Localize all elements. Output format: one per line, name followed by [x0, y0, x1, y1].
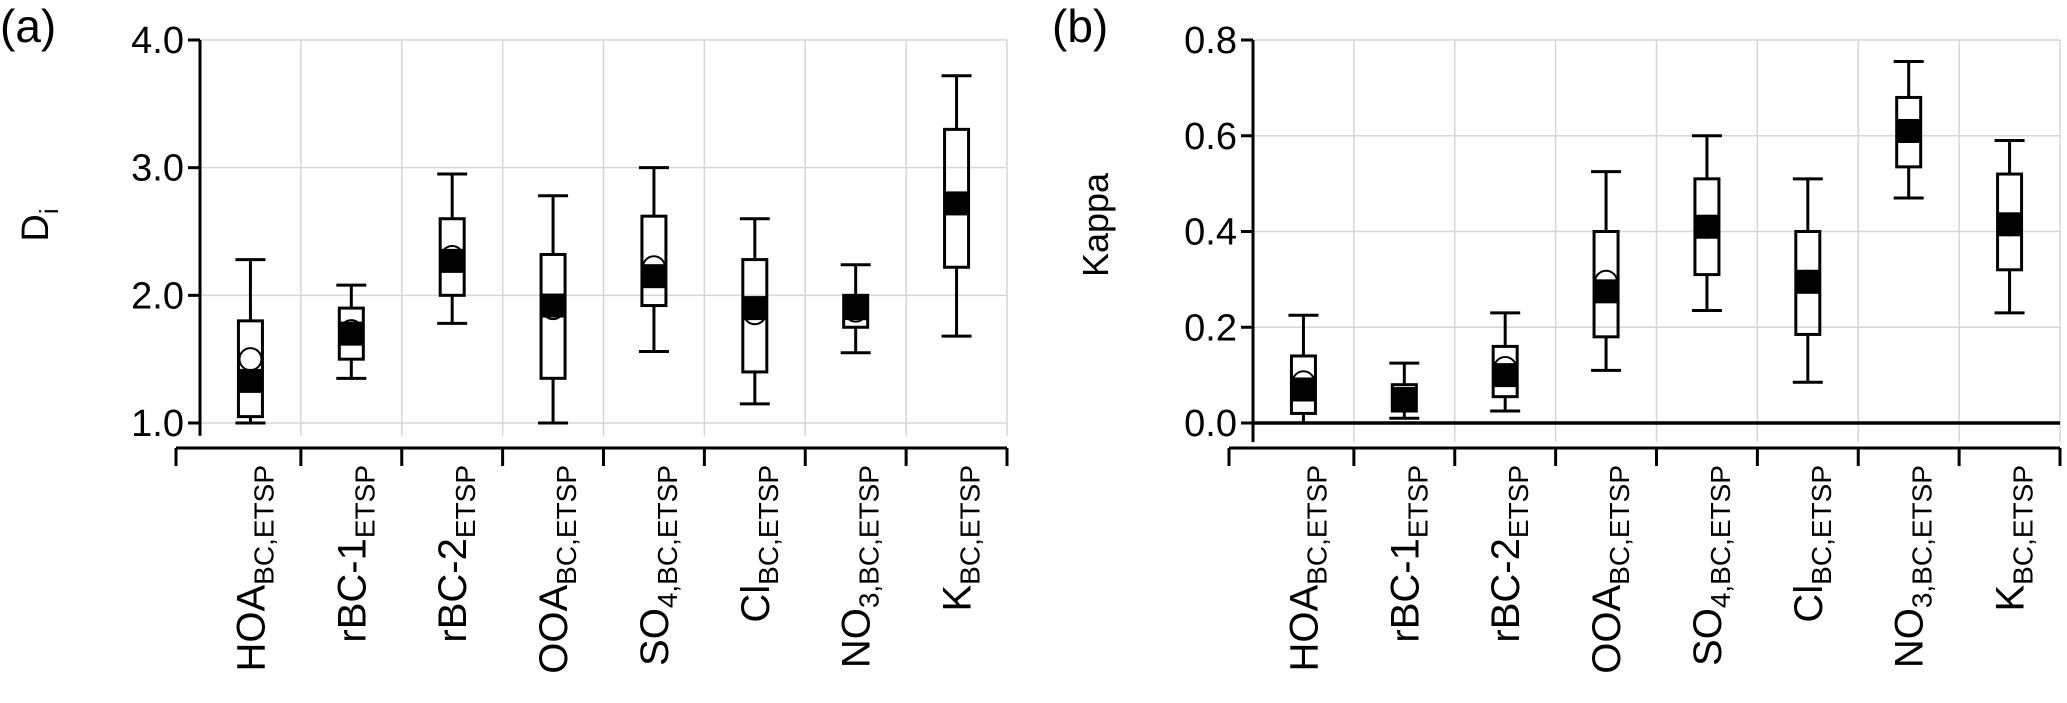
panel-b-ytick-label-0: 0.0 — [1184, 403, 1237, 445]
panel-b-ylabel: Kappa — [1075, 172, 1116, 277]
panel-a-category-label-4: SO4,BC,ETSP — [633, 465, 683, 666]
panel-b-box-3 — [1591, 170, 1622, 372]
panel-a-box-3 — [538, 194, 569, 425]
panel-a-box-6 — [840, 263, 871, 355]
panel-a-median-marker-0 — [238, 368, 263, 393]
panel-b-box-1 — [1389, 361, 1420, 420]
panel-a-category-label-5: ClBC,ETSP — [734, 465, 784, 623]
panel-a-category-label-3: OOABC,ETSP — [532, 465, 582, 674]
panel-a-median-marker-3 — [541, 293, 566, 318]
panel-a-box-4 — [638, 166, 669, 354]
panel-a-box-5 — [739, 217, 770, 406]
panel-a-label: (a) — [0, 0, 56, 52]
panel-a-category-label-6: NO3,BC,ETSP — [835, 465, 885, 668]
panel-a-ytick-label-1: 2.0 — [131, 275, 184, 317]
panel-b-category-label-5: ClBC,ETSP — [1787, 465, 1837, 623]
panel-a: (a) 1.0 2.0 3.0 4.0 Di HOABC,ETSP rBC-1ETSP rBC… — [0, 0, 1009, 674]
panel-a-category-label-7: KBC,ETSP — [936, 465, 986, 612]
panel-a-median-marker-2 — [440, 248, 465, 273]
panel-b-category-label-6: NO3,BC,ETSP — [1888, 465, 1938, 668]
panel-a-ytick-label-3: 4.0 — [131, 20, 184, 62]
panel-b-category-label-4: SO4,BC,ETSP — [1686, 465, 1736, 666]
panel-b: (b) 0.0 0.2 0.4 0.6 0.8 Kappa HOABC,ETSP rBC-1E… — [1052, 0, 2062, 674]
panel-b-median-marker-3 — [1594, 279, 1619, 304]
panel-a-median-marker-6 — [843, 296, 868, 321]
panel-a-box-7 — [941, 74, 972, 338]
panel-b-median-marker-5 — [1795, 269, 1820, 294]
panel-b-ytick-label-3: 0.6 — [1184, 116, 1237, 158]
panel-b-category-label-1: rBC-1ETSP — [1383, 465, 1433, 643]
panel-a-mean-marker-0 — [238, 347, 263, 372]
panel-a-ytick-label-2: 3.0 — [131, 148, 184, 190]
panel-a-category-label-0: HOABC,ETSP — [229, 465, 279, 672]
panel-b-category-label-7: KBC,ETSP — [1989, 465, 2039, 612]
panel-a-median-marker-7 — [944, 191, 969, 216]
panel-a-iqr-box-0 — [236, 319, 264, 419]
panel-b-category-label-3: OOABC,ETSP — [1585, 465, 1635, 674]
panel-a-median-marker-1 — [339, 321, 364, 346]
panel-b-category-label-0: HOABC,ETSP — [1282, 465, 1332, 672]
panel-b-median-marker-4 — [1694, 214, 1719, 239]
panel-b-median-marker-0 — [1291, 377, 1316, 402]
panel-b-box-7 — [1994, 139, 2025, 315]
panel-a-median-marker-4 — [641, 264, 666, 289]
panel-b-median-marker-6 — [1896, 118, 1921, 143]
panel-b-ytick-label-4: 0.8 — [1184, 20, 1237, 62]
panel-b-category-label-2: rBC-2ETSP — [1484, 465, 1534, 643]
panel-b-ytick-label-2: 0.4 — [1184, 212, 1237, 254]
panel-b-median-marker-2 — [1493, 363, 1518, 388]
panel-b-median-marker-7 — [1997, 212, 2022, 237]
panel-a-box-1 — [336, 283, 367, 380]
panel-a-ytick-label-0: 1.0 — [131, 403, 184, 445]
panel-b-box-6 — [1893, 60, 1924, 200]
panel-b-ytick-label-1: 0.2 — [1184, 307, 1237, 349]
panel-b-label: (b) — [1052, 0, 1108, 52]
panel-a-iqr-box-4 — [640, 214, 668, 308]
panel-a-box-0 — [235, 258, 266, 425]
panel-a-category-label-2: rBC-2ETSP — [431, 465, 481, 643]
panel-b-median-marker-1 — [1392, 387, 1417, 412]
panel-a-category-label-1: rBC-1ETSP — [330, 465, 380, 643]
panel-a-box-2 — [437, 172, 468, 325]
panel-a-ylabel: Di — [15, 208, 64, 241]
panel-b-box-2 — [1490, 311, 1521, 413]
panel-b-box-0 — [1288, 313, 1319, 425]
panel-a-median-marker-5 — [742, 296, 767, 321]
panel-b-box-5 — [1792, 177, 1823, 384]
panel-b-box-4 — [1691, 134, 1722, 312]
